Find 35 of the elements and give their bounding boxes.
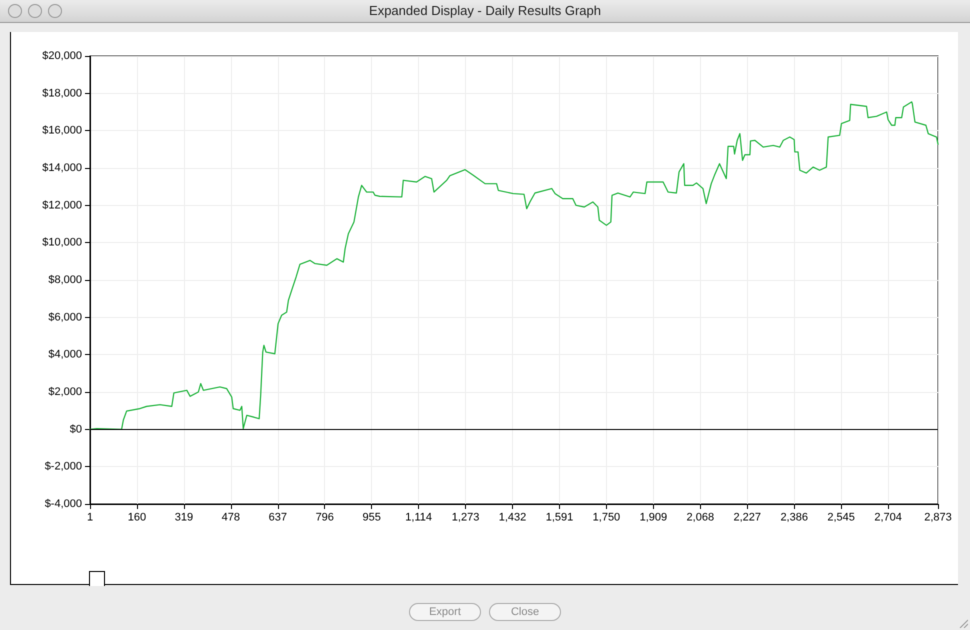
text: Export: [409, 603, 481, 621]
y-tick-label: $10,000: [42, 236, 82, 249]
x-tick-label: 637: [268, 512, 287, 524]
chart-title: Expanded Display - Daily Results Graph: [369, 3, 601, 18]
x-tick-label: 2,227: [733, 512, 762, 524]
y-tick-label: $-4,000: [44, 498, 82, 510]
y-tick-label: $12,000: [42, 199, 82, 212]
x-tick-label: 1,591: [546, 512, 574, 524]
x-tick-label: 1,750: [592, 512, 620, 524]
x-tick-label: 2,545: [827, 512, 855, 524]
text: Close: [489, 603, 561, 621]
y-tick-label: $0: [70, 423, 82, 436]
x-tick-label: 2,704: [874, 512, 902, 524]
y-tick-label: $8,000: [48, 274, 82, 286]
x-tick-label: 1,909: [640, 512, 668, 524]
x-tick-label: 2,068: [686, 512, 714, 524]
x-tick-label: 955: [362, 512, 381, 524]
y-tick-label: $2,000: [48, 386, 82, 398]
x-tick-label: 2,873: [924, 512, 952, 524]
x-tick-label: 160: [128, 512, 146, 524]
y-tick-label: $14,000: [42, 162, 82, 174]
x-tick-label: 796: [316, 512, 334, 524]
y-tick-label: $-2,000: [44, 460, 82, 473]
x-tick-label: 1,114: [405, 512, 432, 524]
x-tick-label: 478: [222, 512, 240, 524]
x-tick-label: 1: [86, 512, 94, 524]
x-tick-label: 1,273: [452, 512, 480, 524]
x-tick-label: 2,386: [780, 512, 808, 524]
y-tick-label: $18,000: [42, 87, 82, 100]
y-tick-label: $16,000: [42, 124, 82, 137]
x-tick-label: 1,432: [498, 512, 526, 524]
y-tick-label: $4,000: [48, 348, 82, 361]
y-tick-label: $6,000: [48, 311, 82, 324]
x-tick-label: 319: [174, 512, 194, 524]
y-tick-label: $20,000: [42, 50, 82, 62]
